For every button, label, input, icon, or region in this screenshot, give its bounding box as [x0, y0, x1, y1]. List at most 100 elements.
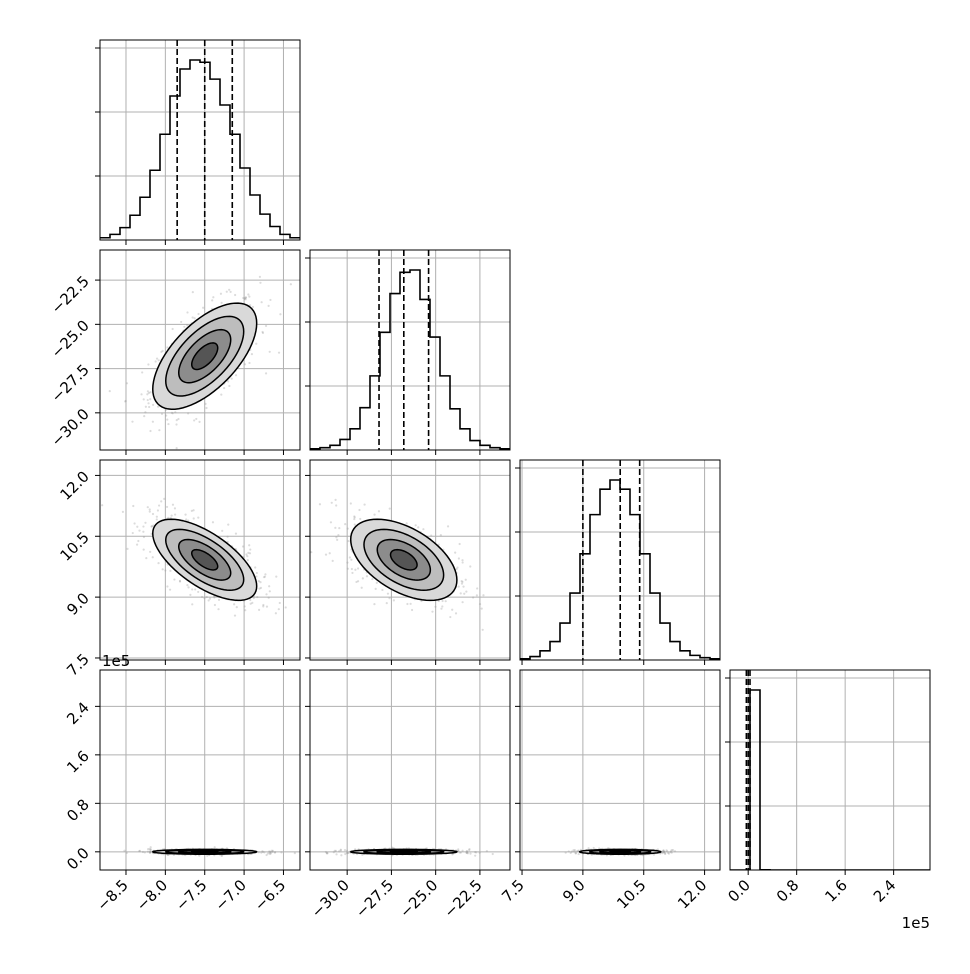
contour-3-1-3 [349, 848, 458, 855]
scatter-point-3-2 [663, 850, 666, 853]
scatter-point-2-0 [208, 597, 212, 600]
scatter-point-2-0 [233, 603, 236, 606]
scatter-point-2-1 [465, 590, 468, 593]
scatter-point-2-0 [164, 569, 167, 572]
scatter-point-1-0 [289, 283, 292, 286]
scatter-point-1-0 [166, 346, 169, 349]
panel-0-0 [95, 39, 301, 245]
scatter-point-2-0 [246, 555, 249, 558]
scatter-point-3-1 [339, 849, 342, 852]
contour-2-0-3 [152, 518, 258, 602]
scatter-point-3-1 [468, 848, 471, 851]
scatter-point-3-2 [665, 849, 668, 852]
scatter-point-2-0 [262, 576, 266, 579]
scatter-point-1-0 [260, 301, 263, 304]
scatter-point-3-0 [268, 850, 271, 853]
ytick-label-1-1: −27.5 [48, 361, 93, 406]
scatter-point-1-0 [124, 400, 127, 403]
scatter-point-2-1 [337, 534, 340, 537]
scatter-point-3-1 [474, 851, 477, 854]
scatter-point-2-1 [355, 580, 358, 584]
scatter-point-2-0 [171, 503, 175, 506]
scatter-point-2-1 [357, 580, 360, 583]
scatter-point-3-0 [141, 850, 145, 854]
histogram-0 [100, 59, 300, 239]
scatter-point-2-0 [257, 608, 261, 611]
scatter-point-3-0 [149, 850, 152, 853]
panel-bg-3-3 [730, 670, 930, 870]
xtick-label-3-0: 0.0 [724, 876, 754, 906]
scatter-point-2-0 [136, 525, 139, 528]
scatter-point-1-0 [124, 399, 127, 403]
scatter-point-2-1 [336, 538, 339, 541]
scatter-point-3-2 [574, 852, 578, 855]
xtick-label-3-1: 0.8 [773, 876, 803, 906]
scatter-point-3-1 [491, 852, 494, 856]
contour-3-2-3 [578, 848, 662, 855]
scatter-point-2-1 [454, 551, 457, 554]
scatter-point-1-0 [219, 292, 223, 295]
xtick-label-2-3: 12.0 [674, 876, 710, 912]
scatter-point-2-0 [142, 525, 145, 528]
scatter-point-2-1 [422, 528, 425, 531]
scatter-point-3-2 [577, 852, 580, 856]
scatter-point-3-0 [148, 851, 152, 855]
scatter-point-2-0 [234, 532, 238, 535]
scatter-point-3-1 [333, 849, 336, 852]
scatter-point-2-0 [243, 605, 246, 608]
scatter-point-2-1 [414, 524, 417, 527]
scatter-point-2-0 [221, 529, 224, 532]
scatter-point-2-1 [329, 521, 333, 524]
scatter-point-2-0 [227, 523, 230, 526]
scatter-point-1-0 [186, 311, 189, 314]
contour-2-0-2 [164, 528, 245, 591]
scatter-point-3-1 [334, 849, 337, 853]
scatter-point-3-0 [261, 850, 264, 853]
scatter-point-3-0 [143, 851, 146, 854]
scatter-point-3-0 [220, 854, 224, 857]
scatter-point-1-0 [155, 357, 159, 360]
scatter-point-2-1 [441, 605, 444, 608]
scatter-point-2-0 [244, 609, 247, 612]
scatter-point-2-0 [249, 598, 252, 602]
scatter-point-2-0 [192, 517, 195, 520]
ytick-label-3-3: 2.4 [63, 698, 93, 728]
scatter-point-2-1 [409, 602, 412, 605]
scatter-point-2-0 [137, 539, 140, 543]
scatter-point-2-1 [434, 605, 437, 608]
scatter-point-2-0 [197, 590, 200, 594]
scatter-point-1-0 [279, 313, 282, 316]
scatter-point-2-1 [375, 581, 378, 584]
scatter-point-1-0 [164, 408, 167, 412]
scatter-point-2-0 [200, 595, 204, 599]
histogram-3 [730, 689, 930, 870]
scatter-point-3-2 [661, 851, 665, 854]
scatter-point-3-1 [475, 851, 478, 854]
scatter-point-1-0 [243, 297, 246, 300]
scatter-point-3-1 [451, 853, 454, 856]
scatter-point-2-0 [187, 586, 190, 589]
scatter-point-2-0 [184, 513, 187, 516]
scatter-point-3-1 [339, 848, 342, 851]
scatter-point-2-1 [460, 582, 464, 585]
ytick-label-1-3: −22.5 [48, 272, 93, 317]
scatter-point-2-0 [169, 569, 172, 572]
scatter-point-3-1 [474, 854, 477, 857]
scatter-point-2-0 [213, 603, 217, 607]
scatter-point-2-0 [217, 598, 221, 602]
scatter-point-1-0 [142, 398, 145, 401]
scatter-point-2-0 [274, 612, 277, 615]
scatter-point-2-1 [476, 587, 479, 590]
ytick-label-2-3: 12.0 [56, 468, 92, 504]
scatter-point-2-0 [252, 596, 255, 600]
scatter-point-2-1 [353, 523, 356, 526]
ytick-label-1-2: −25.0 [48, 316, 93, 361]
scatter-point-3-0 [213, 846, 216, 849]
xtick-label-0-1: −8.0 [133, 876, 171, 914]
scatter-point-2-0 [191, 588, 194, 591]
scatter-point-2-0 [226, 535, 229, 538]
scatter-point-1-0 [248, 361, 251, 365]
scatter-point-3-1 [343, 848, 347, 852]
scatter-point-3-0 [270, 849, 273, 852]
contour-2-1-1 [376, 538, 432, 581]
